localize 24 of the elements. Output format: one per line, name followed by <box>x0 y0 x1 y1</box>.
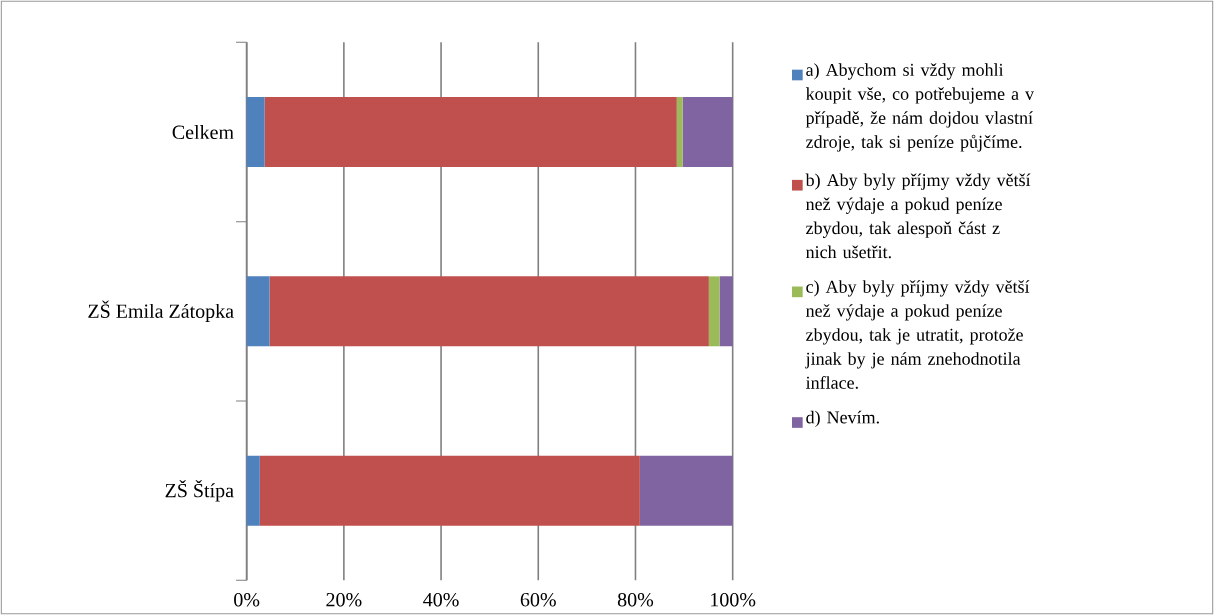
legend-label: b) Aby byly příjmy vždy větší než výdaje a pokud peníze zbydou, tak alespoň část z nich ušetřit. <box>805 173 1031 259</box>
x-tick-label: 80% <box>617 592 654 607</box>
x-tick-label: 100% <box>711 592 756 607</box>
bar <box>264 97 677 167</box>
legend-label: c) Aby byly příjmy vždy větší než výdaje a pokud peníze zbydou, tak je utratit, protože jinak by je nám znehodnotila inflace. <box>805 280 1030 389</box>
x-tick-label: 40% <box>423 592 459 607</box>
bar <box>639 455 733 526</box>
legend-label: a) Abychom si vždy mohli koupit vše, co potřebujeme a v případě, že nám dojdou vlastní zdroje, tak si peníze půjčíme. <box>805 63 1035 152</box>
y-tick-label: Celkem <box>172 124 234 140</box>
bar <box>708 276 720 347</box>
bar <box>246 455 260 526</box>
bar <box>676 97 683 167</box>
x-tick-label: 60% <box>520 592 556 607</box>
bar <box>719 276 733 347</box>
bar <box>259 455 640 526</box>
legend-label: d) Nevím. <box>806 410 879 428</box>
y-tick-label: ZŠ Štípa <box>165 479 234 502</box>
x-tick-label: 20% <box>326 592 362 607</box>
bar <box>269 276 709 347</box>
bar <box>682 97 733 167</box>
bar <box>246 97 265 167</box>
bar <box>246 276 270 347</box>
y-tick-label: ZŠ Emila Zátopka <box>88 300 234 323</box>
x-tick-label: 0% <box>234 592 260 607</box>
